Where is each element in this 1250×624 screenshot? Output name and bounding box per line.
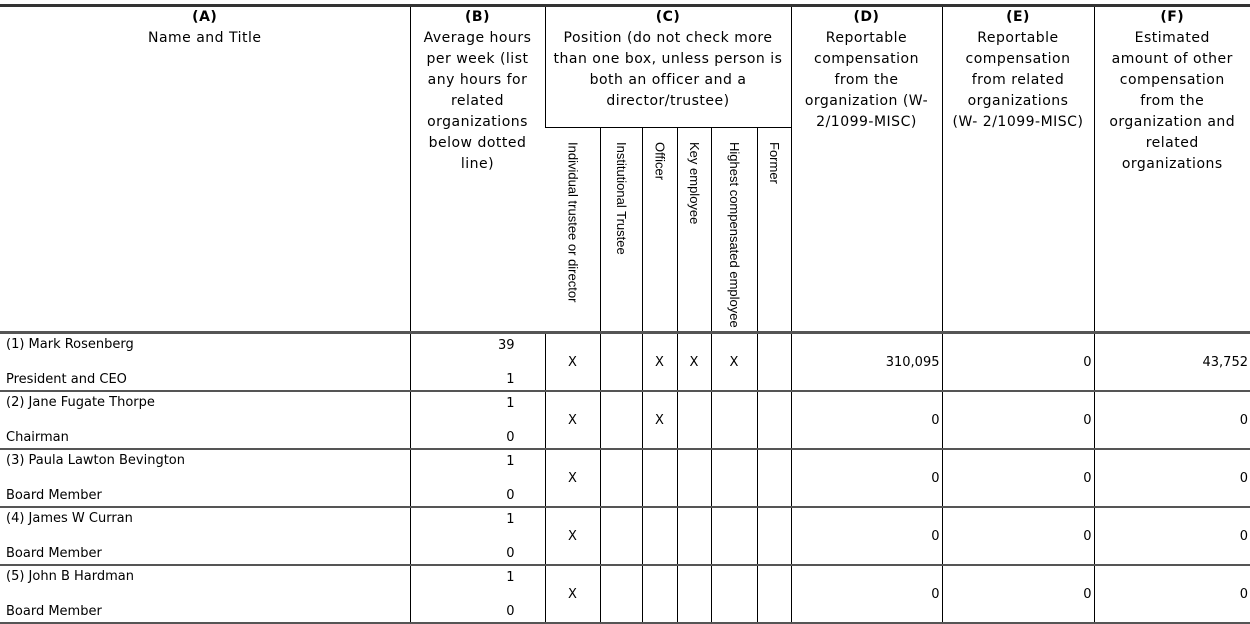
position-check [641,507,677,566]
position-check: X [676,331,711,392]
position-check: X [544,391,600,450]
person-name: (4) James W Curran [6,511,133,526]
position-check [599,391,642,450]
hours-cell: 39 1 [409,331,545,392]
position-check [710,565,757,624]
hours-org: 1 [506,570,515,585]
position-check: X [544,449,600,508]
position-check [756,507,791,566]
name-title-cell: (4) James W Curran Board Member [0,507,410,566]
header-d: (D) Reportable compensation from the orga… [790,4,942,333]
header-b: (B) Average hours per week (list any hour… [409,4,545,333]
person-title: Board Member [6,546,102,561]
other-comp: 0 [1093,565,1250,624]
reportable-comp-related: 0 [941,507,1094,566]
position-check [599,565,642,624]
hours-org: 1 [506,454,515,469]
position-check: X [544,331,600,392]
header-a: (A) Name and Title [0,4,410,333]
hours-related: 0 [506,488,515,503]
name-title-cell: (3) Paula Lawton Bevington Board Member [0,449,410,508]
header-e: (E) Reportable compensation from related … [941,4,1094,333]
other-comp: 0 [1093,391,1250,450]
position-check: X [641,391,677,450]
reportable-comp-related: 0 [941,331,1094,392]
reportable-comp-org: 0 [790,507,942,566]
table-row: (2) Jane Fugate Thorpe Chairman 1 0 X X 0 0 0 [0,391,1250,450]
reportable-comp-related: 0 [941,565,1094,624]
reportable-comp-org: 310,095 [790,331,942,392]
subheader-individual-trustee: Individual trustee or director [545,127,600,333]
position-check [676,391,711,450]
position-check [756,391,791,450]
position-check [599,449,642,508]
header-c: (C) Position (do not check more than one … [544,4,791,128]
header-f: (F) Estimated amount of other compensatio… [1093,4,1250,333]
name-title-cell: (1) Mark Rosenberg President and CEO [0,331,410,392]
subheader-institutional-trustee: Institutional Trustee [599,127,642,333]
person-title: Board Member [6,488,102,503]
table-row: (1) Mark Rosenberg President and CEO 39 1 X X… [0,331,1250,392]
table-row: (4) James W Curran Board Member 1 0 X 0 0 0 [0,507,1250,566]
position-check [710,507,757,566]
position-check [756,331,791,392]
other-comp: 0 [1093,507,1250,566]
name-title-cell: (5) John B Hardman Board Member [0,565,410,624]
person-title: Chairman [6,430,69,445]
person-title: President and CEO [6,372,127,387]
other-comp: 0 [1093,449,1250,508]
position-check [756,449,791,508]
subheader-officer: Officer [641,127,677,333]
table-row: (3) Paula Lawton Bevington Board Member 1 0… [0,449,1250,508]
reportable-comp-org: 0 [790,391,942,450]
position-check [599,331,642,392]
position-check [676,565,711,624]
hours-org: 1 [506,396,515,411]
compensation-table: (A) Name and Title (B) Average hours per w… [0,4,1250,624]
hours-org: 39 [497,338,515,353]
hours-related: 0 [506,430,515,445]
reportable-comp-org: 0 [790,449,942,508]
position-check [599,507,642,566]
position-check: X [710,331,757,392]
reportable-comp-related: 0 [941,449,1094,508]
person-name: (5) John B Hardman [6,569,134,584]
reportable-comp-related: 0 [941,391,1094,450]
position-check [710,391,757,450]
hours-related: 0 [506,604,515,619]
person-name: (3) Paula Lawton Bevington [6,453,185,468]
position-check [756,565,791,624]
position-check [676,507,711,566]
reportable-comp-org: 0 [790,565,942,624]
other-comp: 43,752 [1093,331,1250,392]
position-check [710,449,757,508]
subheader-former: Former [756,127,791,333]
position-check: X [544,565,600,624]
person-name: (2) Jane Fugate Thorpe [6,395,155,410]
hours-related: 0 [506,546,515,561]
position-check [641,565,677,624]
table-row: (5) John B Hardman Board Member 1 0 X 0 0 0 [0,565,1250,624]
position-check [641,449,677,508]
position-check: X [641,331,677,392]
hours-related: 1 [506,372,515,387]
position-check [676,449,711,508]
subheader-key-employee: Key employee [676,127,711,333]
position-check: X [544,507,600,566]
name-title-cell: (2) Jane Fugate Thorpe Chairman [0,391,410,450]
hours-org: 1 [506,512,515,527]
person-name: (1) Mark Rosenberg [6,337,134,352]
person-title: Board Member [6,604,102,619]
subheader-highest-compensated: Highest compensated employee [710,127,757,333]
